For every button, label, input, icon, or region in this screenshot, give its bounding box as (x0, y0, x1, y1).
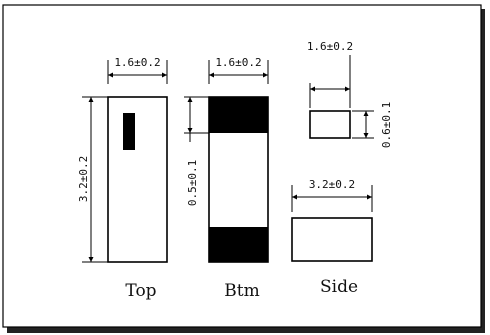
btm-band-label: 0.5±0.1 (186, 160, 199, 206)
side-end-body (309, 110, 351, 139)
side-thickness-label: 0.6±0.1 (380, 102, 393, 148)
top-view: 1.6±0.2 3.2±0.2 Top (77, 56, 168, 301)
side-view-label: Side (320, 277, 358, 297)
side-length-label: 3.2±0.2 (309, 178, 355, 191)
side-width-arrows (310, 86, 350, 92)
bottom-view: 1.6±0.2 0.5±0.1 Btm (184, 56, 269, 301)
polarity-mark (123, 113, 135, 150)
top-view-label: Top (125, 281, 156, 301)
top-width-label: 1.6±0.2 (114, 56, 160, 69)
top-height-label: 3.2±0.2 (77, 156, 90, 202)
side-width-label: 1.6±0.2 (307, 40, 353, 53)
side-view: 1.6±0.2 0.6±0.1 3.2±0.2 Side (291, 40, 393, 297)
btm-terminal-top (209, 97, 268, 133)
btm-view-label: Btm (224, 281, 259, 301)
btm-terminal-bottom (209, 227, 268, 262)
top-view-body (107, 96, 168, 263)
btm-width-label: 1.6±0.2 (215, 56, 261, 69)
side-long-body (291, 217, 373, 262)
